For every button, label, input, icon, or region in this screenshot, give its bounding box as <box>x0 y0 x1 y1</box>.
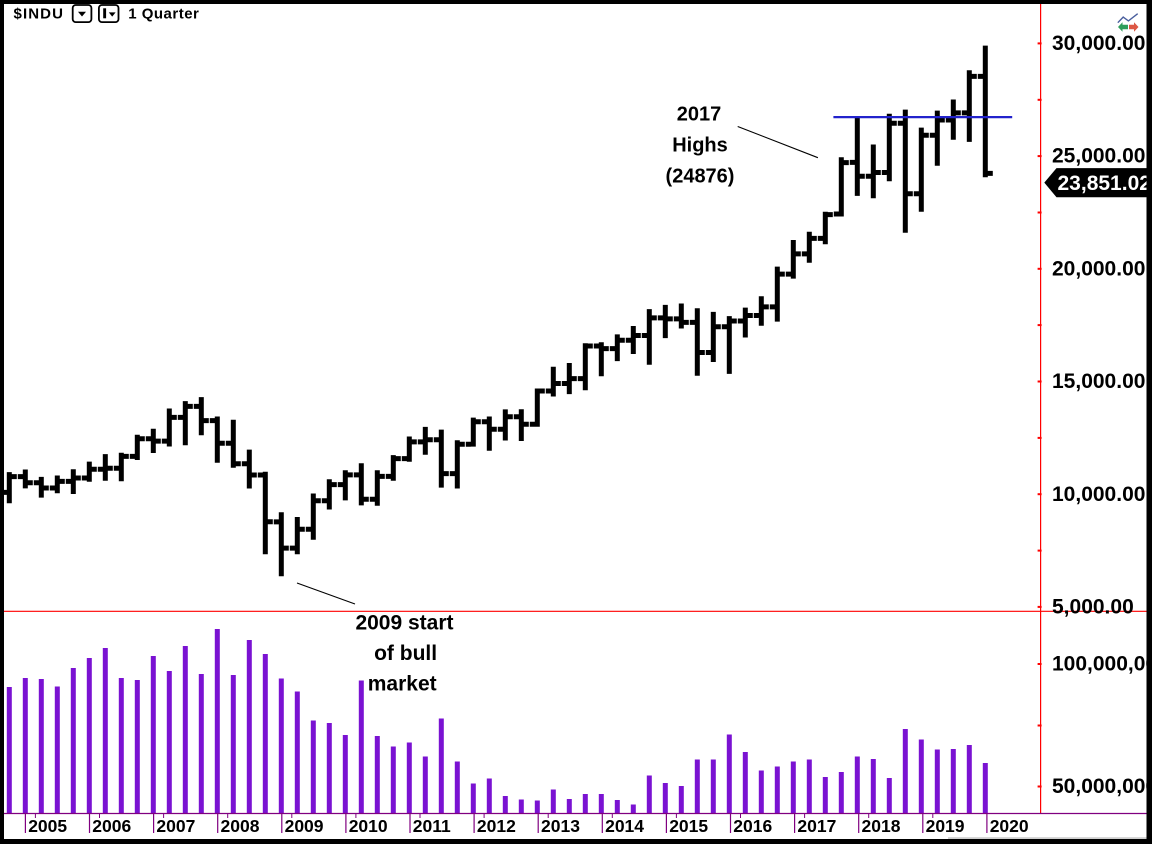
svg-text:2013: 2013 <box>541 816 580 836</box>
svg-text:25,000.00: 25,000.00 <box>1052 145 1145 168</box>
svg-text:23,851.02: 23,851.02 <box>1058 172 1151 195</box>
svg-text:market: market <box>368 673 437 696</box>
svg-text:2011: 2011 <box>413 816 451 836</box>
svg-text:100,000,000: 100,000,000 <box>1052 653 1152 676</box>
svg-text:2006: 2006 <box>92 816 131 836</box>
svg-text:2017: 2017 <box>677 103 722 125</box>
svg-text:Highs: Highs <box>672 134 728 156</box>
svg-text:2010: 2010 <box>349 816 388 836</box>
svg-text:2008: 2008 <box>221 816 260 836</box>
svg-text:2009: 2009 <box>285 816 324 836</box>
svg-text:5,000.00: 5,000.00 <box>1052 596 1134 619</box>
svg-text:2007: 2007 <box>156 816 195 836</box>
svg-text:2018: 2018 <box>862 816 901 836</box>
svg-text:2017: 2017 <box>797 816 836 836</box>
svg-text:15,000.00: 15,000.00 <box>1052 370 1145 393</box>
svg-text:2012: 2012 <box>477 816 516 836</box>
svg-text:30,000.00: 30,000.00 <box>1052 32 1145 55</box>
svg-text:2019: 2019 <box>926 816 965 836</box>
svg-text:$INDU: $INDU <box>14 6 65 23</box>
svg-text:of bull: of bull <box>374 642 437 665</box>
svg-text:2014: 2014 <box>605 816 644 836</box>
svg-text:2015: 2015 <box>669 816 708 836</box>
svg-text:10,000.00: 10,000.00 <box>1052 483 1145 506</box>
svg-text:2009 start: 2009 start <box>355 612 453 635</box>
svg-text:2020: 2020 <box>990 816 1029 836</box>
svg-text:20,000.00: 20,000.00 <box>1052 257 1145 280</box>
svg-text:1 Quarter: 1 Quarter <box>128 6 199 23</box>
svg-text:50,000,000: 50,000,000 <box>1052 775 1152 798</box>
svg-text:2016: 2016 <box>733 816 772 836</box>
svg-text:2005: 2005 <box>28 816 67 836</box>
svg-text:(24876): (24876) <box>666 165 735 187</box>
